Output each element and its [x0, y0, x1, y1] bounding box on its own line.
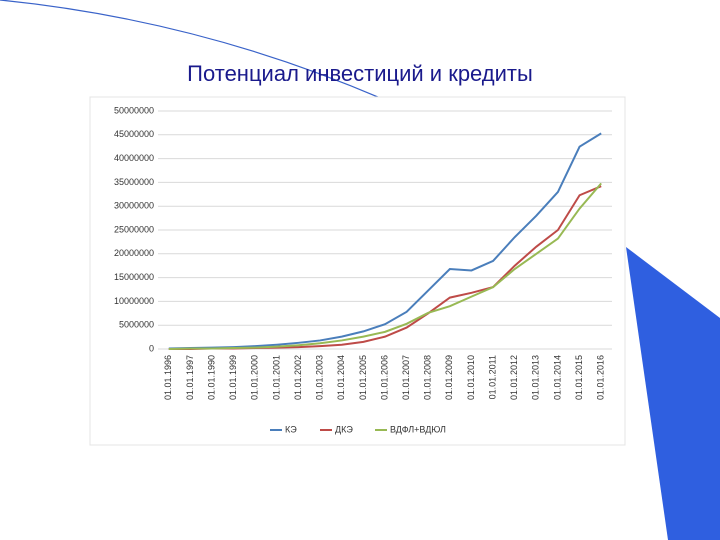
y-tick-label: 15000000: [114, 272, 154, 282]
x-tick-label: 01.01.2005: [358, 355, 368, 400]
y-tick-label: 30000000: [114, 201, 154, 211]
x-tick-label: 01.01.1990: [206, 355, 216, 400]
x-tick-label: 01.01.1997: [185, 355, 195, 400]
y-tick-label: 50000000: [114, 105, 154, 115]
y-tick-label: 0: [149, 343, 154, 353]
x-tick-label: 01.01.2007: [401, 355, 411, 400]
x-tick-label: 01.01.2001: [271, 355, 281, 400]
x-tick-label: 01.01.2008: [423, 355, 433, 400]
x-tick-label: 01.01.2000: [250, 355, 260, 400]
x-tick-label: 01.01.2013: [531, 355, 541, 400]
x-tick-label: 01.01.2003: [315, 355, 325, 400]
legend-label: ВДФЛ+ВДЮЛ: [390, 424, 446, 434]
slide-title: Потенциал инвестиций и кредиты: [187, 61, 533, 86]
x-tick-label: 01.01.2009: [444, 355, 454, 400]
series-line: [168, 132, 602, 350]
y-tick-label: 20000000: [114, 248, 154, 258]
x-tick-label: 01.01.1999: [228, 355, 238, 400]
y-tick-label: 5000000: [119, 320, 154, 330]
legend-label: КЭ: [285, 424, 297, 434]
decor-arc: [0, 0, 386, 101]
x-tick-label: 01.01.2002: [293, 355, 303, 400]
y-tick-label: 45000000: [114, 129, 154, 139]
x-tick-label: 01.01.2015: [574, 355, 584, 400]
x-tick-label: 01.01.2006: [379, 355, 389, 400]
y-tick-label: 35000000: [114, 177, 154, 187]
y-tick-label: 25000000: [114, 224, 154, 234]
x-tick-label: 01.01.2012: [509, 355, 519, 400]
x-tick-label: 01.01.2014: [552, 355, 562, 400]
series-line: [168, 182, 602, 350]
decor-wedge: [626, 247, 720, 540]
x-tick-label: 01.01.2010: [466, 355, 476, 400]
x-tick-label: 01.01.2016: [596, 355, 606, 400]
y-tick-label: 40000000: [114, 153, 154, 163]
x-tick-label: 01.01.2004: [336, 355, 346, 400]
x-tick-label: 01.01.1996: [163, 355, 173, 400]
chart-panel: [89, 96, 626, 446]
y-tick-label: 10000000: [114, 296, 154, 306]
x-tick-label: 01.01.2011: [487, 355, 497, 399]
legend-label: ДКЭ: [335, 424, 353, 434]
